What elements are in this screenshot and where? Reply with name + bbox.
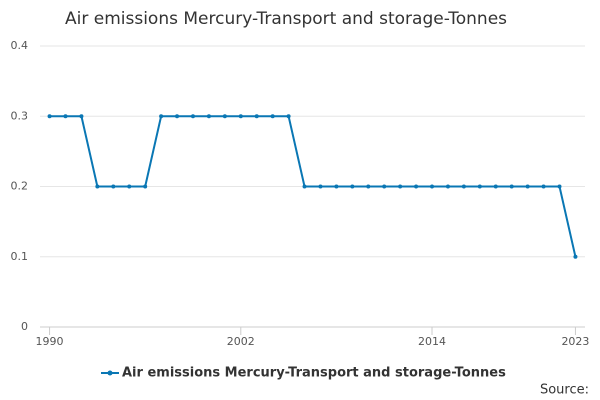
point [525, 184, 530, 189]
point [222, 114, 227, 119]
x-tick-label: 2023 [561, 335, 589, 348]
point [127, 184, 132, 189]
point [302, 184, 307, 189]
point [461, 184, 466, 189]
chart-title: Air emissions Mercury-Transport and stor… [65, 9, 507, 29]
x-tick-label: 2002 [227, 335, 255, 348]
source: Source: [540, 383, 589, 398]
point [430, 184, 435, 189]
point [493, 184, 498, 189]
point [445, 184, 450, 189]
point [477, 184, 482, 189]
legend-marker [107, 370, 113, 376]
point [47, 114, 52, 119]
point [95, 184, 100, 189]
point [318, 184, 323, 189]
y-tick-label: 0.1 [11, 250, 29, 263]
point [238, 114, 243, 119]
point [541, 184, 546, 189]
point [175, 114, 180, 119]
point [159, 114, 164, 119]
point [334, 184, 339, 189]
y-tick-label: 0.3 [11, 109, 29, 122]
point [573, 254, 578, 259]
y-tick-label: 0 [21, 320, 28, 333]
point [350, 184, 355, 189]
x-tick-label: 1990 [36, 335, 64, 348]
point [509, 184, 514, 189]
point [143, 184, 148, 189]
point [190, 114, 195, 119]
x-tick-label: 2014 [418, 335, 446, 348]
point [398, 184, 403, 189]
point [286, 114, 291, 119]
y-tick-label: 0.4 [11, 39, 29, 52]
point [79, 114, 84, 119]
line [49, 115, 577, 257]
point [63, 114, 68, 119]
legend-label: Air emissions Mercury-Transport and stor… [122, 366, 506, 381]
y-tick-label: 0.2 [11, 180, 29, 193]
point [254, 114, 259, 119]
point [366, 184, 371, 189]
point [382, 184, 387, 189]
point [111, 184, 116, 189]
point [270, 114, 275, 119]
point [557, 184, 562, 189]
point [206, 114, 211, 119]
point [414, 184, 419, 189]
